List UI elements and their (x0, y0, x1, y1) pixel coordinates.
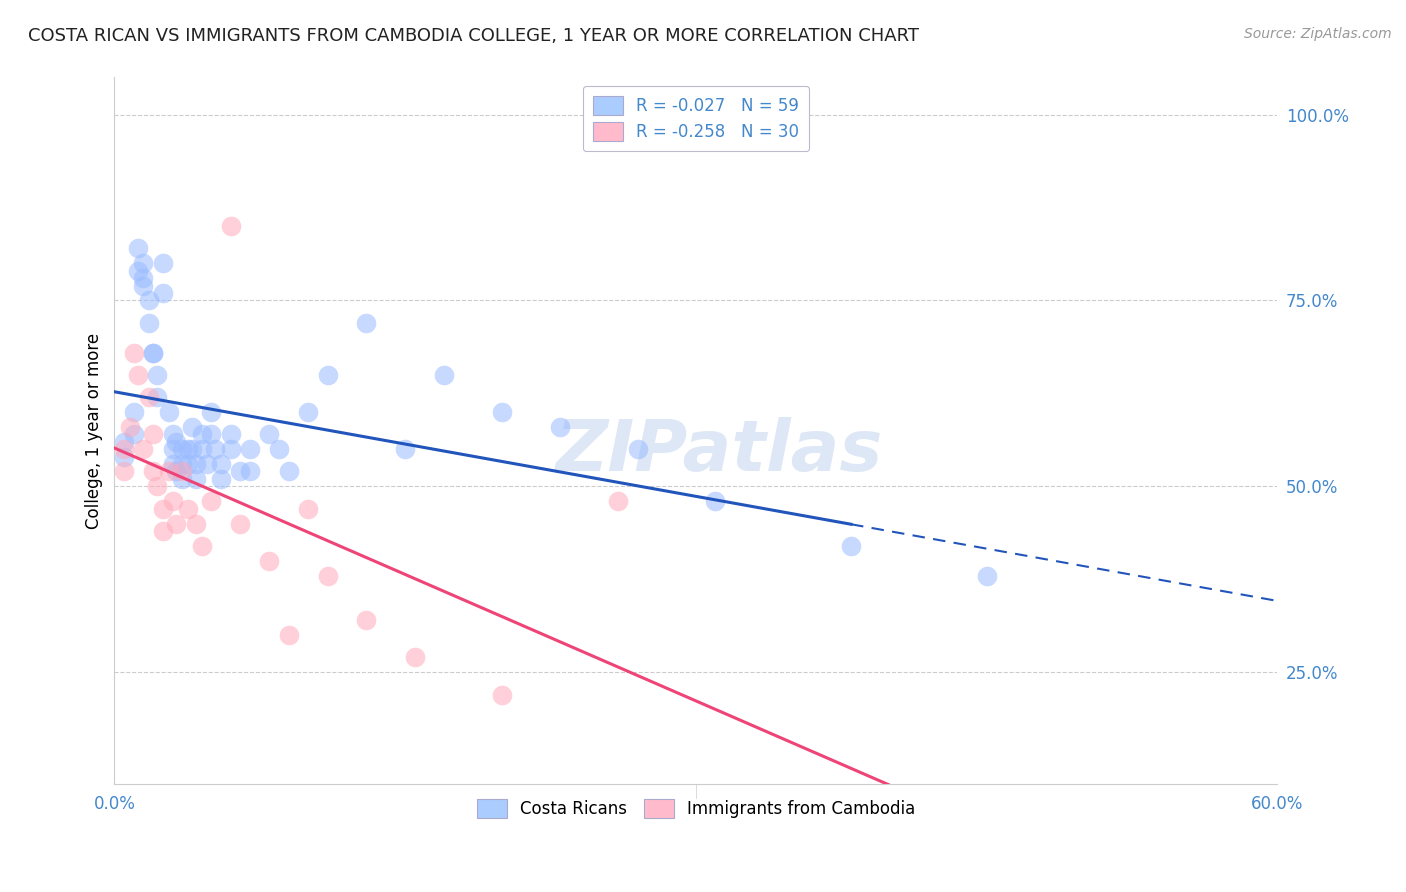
Point (184, 457, 207, 471)
Point (269, 442, 291, 457)
Point (181, 420, 204, 434)
Point (157, 405, 180, 419)
Point (122, 405, 145, 419)
Point (976, 568, 998, 582)
Point (181, 442, 204, 457)
Point (162, 442, 184, 457)
Point (356, 316, 378, 330)
Point (491, 405, 513, 419)
Point (200, 427, 222, 442)
Text: ZIPatlas: ZIPatlas (555, 417, 883, 486)
Point (277, 628, 299, 642)
Point (132, 442, 155, 457)
Point (394, 442, 416, 457)
Point (172, 465, 194, 479)
Point (356, 613, 378, 627)
Point (112, 450, 135, 464)
Point (138, 316, 160, 330)
Point (122, 345, 145, 359)
Point (112, 442, 135, 457)
Point (277, 465, 299, 479)
Point (112, 434, 135, 449)
Point (162, 494, 184, 508)
Point (190, 442, 212, 457)
Point (404, 650, 426, 665)
Point (165, 434, 187, 449)
Point (209, 457, 232, 471)
Point (127, 242, 149, 256)
Point (142, 345, 165, 359)
Text: COSTA RICAN VS IMMIGRANTS FROM CAMBODIA COLLEGE, 1 YEAR OR MORE CORRELATION CHAR: COSTA RICAN VS IMMIGRANTS FROM CAMBODIA … (28, 27, 920, 45)
Point (112, 465, 135, 479)
Point (152, 501, 174, 516)
Point (177, 457, 200, 471)
Point (204, 442, 226, 457)
Point (297, 405, 319, 419)
Point (142, 345, 165, 359)
Point (239, 465, 262, 479)
Point (297, 501, 319, 516)
Point (491, 688, 513, 702)
Point (172, 472, 194, 486)
Point (219, 219, 242, 234)
Point (152, 524, 174, 538)
Point (162, 427, 184, 442)
Point (146, 479, 169, 493)
Point (165, 465, 187, 479)
Point (142, 427, 165, 442)
Point (157, 465, 180, 479)
Point (177, 501, 200, 516)
Point (607, 494, 630, 508)
Point (127, 368, 149, 382)
Point (197, 457, 219, 471)
Point (190, 539, 212, 553)
Point (190, 427, 212, 442)
Point (127, 264, 149, 278)
Point (146, 368, 169, 382)
Point (219, 442, 242, 457)
Point (184, 472, 207, 486)
Point (229, 516, 252, 531)
Point (152, 286, 174, 301)
Y-axis label: College, 1 year or more: College, 1 year or more (86, 333, 103, 529)
Point (548, 420, 571, 434)
Point (627, 442, 650, 457)
Legend: Costa Ricans, Immigrants from Cambodia: Costa Ricans, Immigrants from Cambodia (470, 792, 922, 825)
Point (704, 494, 727, 508)
Point (146, 390, 169, 404)
Point (239, 442, 262, 457)
Point (433, 368, 456, 382)
Point (200, 405, 222, 419)
Point (138, 390, 160, 404)
Point (132, 278, 155, 293)
Point (122, 427, 145, 442)
Point (132, 256, 155, 270)
Point (259, 427, 281, 442)
Point (118, 420, 141, 434)
Point (229, 465, 252, 479)
Point (172, 442, 194, 457)
Point (162, 457, 184, 471)
Point (165, 516, 187, 531)
Point (177, 442, 200, 457)
Point (132, 271, 155, 285)
Point (152, 256, 174, 270)
Point (138, 293, 160, 308)
Text: Source: ZipAtlas.com: Source: ZipAtlas.com (1244, 27, 1392, 41)
Point (219, 427, 242, 442)
Point (316, 368, 339, 382)
Point (209, 472, 232, 486)
Point (259, 554, 281, 568)
Point (316, 568, 339, 582)
Point (200, 494, 222, 508)
Point (184, 516, 207, 531)
Point (142, 465, 165, 479)
Point (839, 539, 862, 553)
Point (172, 457, 194, 471)
